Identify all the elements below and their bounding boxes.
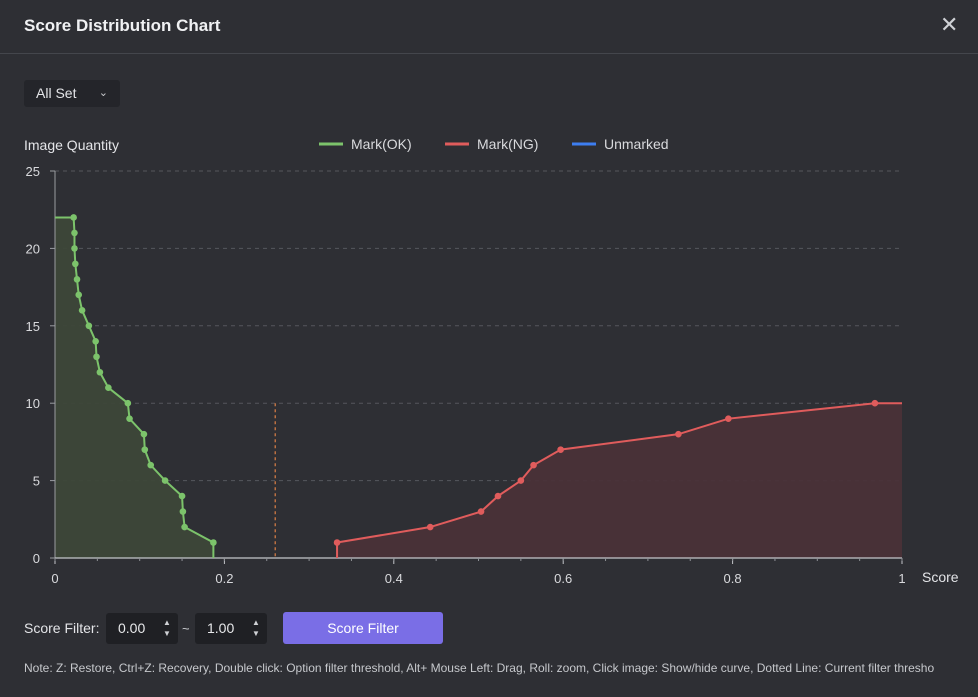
x-tick-label: 0.8	[724, 571, 742, 586]
data-point[interactable]	[71, 245, 78, 252]
x-axis-label: Score	[922, 569, 959, 585]
data-point[interactable]	[426, 523, 434, 531]
data-point[interactable]	[105, 384, 112, 392]
x-tick-label: 0.6	[554, 571, 572, 586]
data-point[interactable]	[78, 307, 86, 314]
data-point[interactable]	[675, 430, 682, 438]
x-tick-label: 0	[51, 571, 58, 586]
legend-label[interactable]: Mark(NG)	[477, 136, 538, 152]
data-point[interactable]	[126, 415, 133, 422]
score-distribution-chart[interactable]: Image Quantity 0 5 10 15 20 25 0 0.2 0.4 0.6 0.8 1 Sc…	[0, 120, 978, 600]
data-point[interactable]	[161, 477, 169, 484]
data-point[interactable]	[178, 492, 186, 500]
x-tick-label: 1	[898, 571, 905, 586]
close-icon[interactable]: ✕	[940, 12, 959, 37]
data-point[interactable]	[124, 399, 132, 407]
y-tick-label: 15	[26, 319, 40, 334]
data-point[interactable]	[93, 353, 100, 361]
data-point[interactable]	[725, 415, 732, 422]
dialog-title: Score Distribution Chart	[24, 16, 221, 35]
data-point[interactable]	[477, 508, 485, 515]
series-line-1[interactable]	[336, 402, 902, 558]
data-point[interactable]	[333, 539, 341, 546]
data-point[interactable]	[141, 446, 149, 453]
max-score-spinner[interactable]: ▲ ▼	[252, 618, 260, 638]
y-tick-label: 0	[33, 551, 40, 566]
data-point[interactable]	[140, 430, 148, 438]
data-point[interactable]	[179, 508, 187, 515]
data-point[interactable]	[96, 368, 104, 376]
data-point[interactable]	[73, 276, 81, 283]
set-selector-value: All Set	[36, 85, 77, 101]
data-point[interactable]	[72, 260, 79, 268]
min-score-spinner[interactable]: ▲ ▼	[163, 618, 171, 638]
range-separator: ~	[182, 621, 190, 636]
help-note: Note: Z: Restore, Ctrl+Z: Recovery, Doub…	[24, 661, 935, 675]
y-tick-label: 20	[26, 241, 40, 256]
y-tick-label: 25	[26, 164, 40, 179]
y-axis-label: Image Quantity	[24, 137, 119, 153]
data-point[interactable]	[517, 477, 525, 484]
min-score-input[interactable]: ▲▼	[106, 613, 178, 644]
max-score-input[interactable]: ▲▼	[195, 613, 267, 644]
data-point[interactable]	[557, 446, 564, 453]
x-tick-label: 0.2	[215, 571, 233, 586]
data-point[interactable]	[71, 229, 78, 237]
x-tick-label: 0.4	[385, 571, 403, 586]
data-point[interactable]	[85, 322, 93, 330]
data-point[interactable]	[147, 461, 155, 469]
y-tick-label: 10	[26, 396, 40, 411]
max-score-field[interactable]	[207, 620, 251, 636]
min-score-field[interactable]	[118, 620, 162, 636]
data-point[interactable]	[494, 492, 502, 500]
series-area-0	[55, 217, 214, 558]
legend-label[interactable]: Unmarked	[604, 136, 669, 152]
data-point[interactable]	[181, 523, 188, 531]
score-filter-label: Score Filter:	[24, 620, 100, 636]
set-selector[interactable]: All Set ⌄	[24, 80, 120, 107]
data-point[interactable]	[530, 461, 537, 469]
data-point[interactable]	[871, 399, 879, 407]
legend-label[interactable]: Mark(OK)	[351, 136, 412, 152]
y-tick-label: 5	[33, 474, 40, 489]
data-point[interactable]	[92, 337, 99, 345]
chevron-down-icon: ⌄	[98, 87, 108, 99]
data-point[interactable]	[70, 214, 77, 221]
data-point[interactable]	[210, 539, 217, 546]
series-area-1	[337, 403, 902, 558]
score-filter-button[interactable]: Score Filter	[283, 612, 443, 644]
data-point[interactable]	[75, 291, 83, 299]
dialog-header: Score Distribution Chart ✕	[0, 0, 978, 54]
